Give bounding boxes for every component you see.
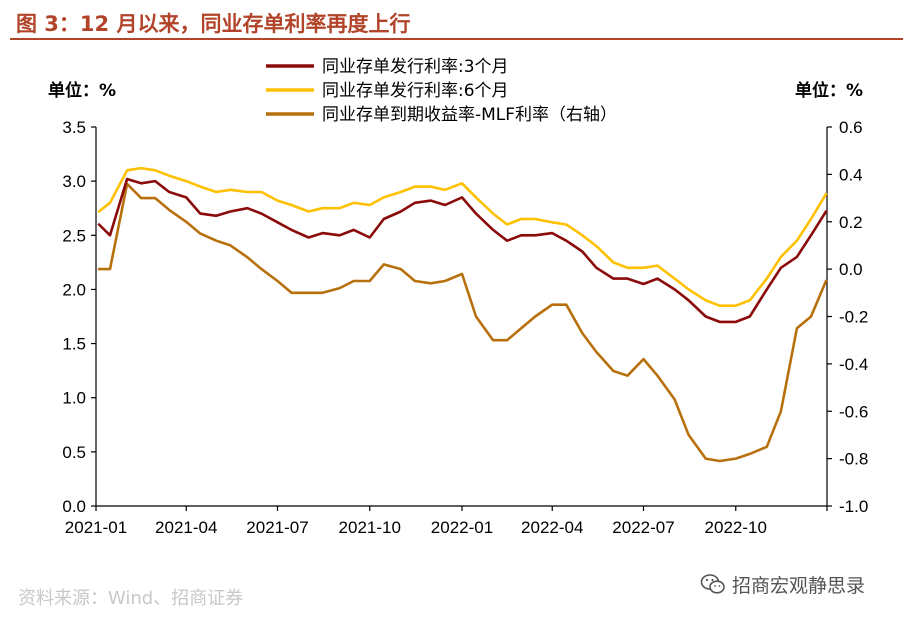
x-tick-label: 2021-10 (339, 518, 401, 537)
x-tick-label: 2021-07 (246, 518, 308, 537)
left-tick-label: 3.0 (62, 172, 86, 191)
left-tick-label: 2.5 (62, 226, 86, 245)
wechat-icon (700, 574, 725, 594)
series-line-3 (97, 182, 828, 463)
right-tick-label: -0.4 (839, 355, 868, 374)
x-tick-label: 2022-07 (612, 518, 674, 537)
right-tick-label: -0.2 (839, 308, 868, 327)
series-layer (97, 166, 828, 463)
x-tick-label: 2021-04 (155, 518, 217, 537)
right-tick-label: 0.2 (839, 213, 863, 232)
watermark: 招商宏观静思录 (700, 570, 865, 598)
legend: 同业存单发行利率:3个月同业存单发行利率:6个月同业存单到期收益率-MLF利率（… (266, 57, 617, 125)
right-tick-label: 0.4 (839, 165, 863, 184)
left-tick-label: 0.0 (62, 497, 86, 516)
title-underline (10, 38, 903, 40)
source-note: 资料来源：Wind、招商证券 (18, 588, 244, 609)
figure-title: 图 3：12 月以来，同业存单利率再度上行 (16, 12, 411, 36)
left-tick-label: 2.0 (62, 280, 86, 299)
left-tick-label: 1.5 (62, 335, 86, 354)
right-tick-label: 0.6 (839, 118, 863, 137)
right-tick-label: -0.8 (839, 450, 868, 469)
legend-label-1: 同业存单发行利率:3个月 (322, 57, 509, 77)
axes-layer: 0.0 0.5 1.0 1.5 2.0 2.5 3.0 3.5 -1.0 -0.8 -0.6 -0.4… (62, 118, 868, 537)
series-line-1 (97, 177, 828, 324)
legend-label-2: 同业存单发行利率:6个月 (322, 81, 509, 101)
left-axis-unit: 单位：% (48, 81, 117, 101)
x-tick-label: 2022-10 (705, 518, 767, 537)
series-line-2 (97, 166, 828, 308)
x-tick-label: 2021-01 (65, 518, 127, 537)
left-tick-label: 3.5 (62, 118, 86, 137)
right-tick-label: -1.0 (839, 497, 868, 516)
right-axis-unit: 单位：% (795, 81, 864, 101)
watermark-text: 招商宏观静思录 (732, 574, 866, 597)
left-tick-label: 0.5 (62, 443, 86, 462)
right-tick-label: -0.6 (839, 402, 868, 421)
legend-label-3: 同业存单到期收益率-MLF利率（右轴） (322, 105, 617, 125)
left-tick-label: 1.0 (62, 389, 86, 408)
x-tick-label: 2022-04 (521, 518, 583, 537)
x-tick-label: 2022-01 (431, 518, 493, 537)
right-tick-label: 0.0 (839, 260, 863, 279)
